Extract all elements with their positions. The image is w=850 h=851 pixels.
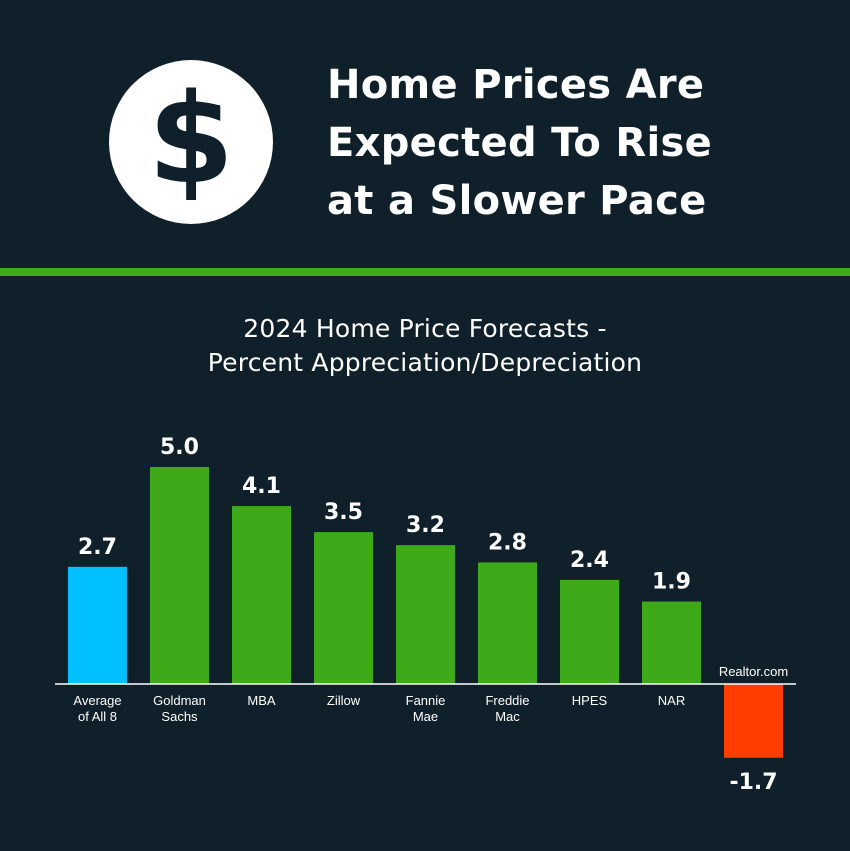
divider bbox=[0, 268, 850, 276]
category-label-5-0: Freddie bbox=[485, 693, 529, 708]
header: $ Home Prices Are Expected To Rise at a … bbox=[0, 0, 850, 268]
category-label-6: HPES bbox=[572, 693, 608, 708]
headline-line-2: Expected To Rise bbox=[327, 120, 713, 166]
value-label-0: 2.7 bbox=[78, 535, 117, 560]
value-label-6: 2.4 bbox=[570, 548, 609, 573]
chart-title-line-1: 2024 Home Price Forecasts - bbox=[243, 314, 607, 343]
category-label-2: MBA bbox=[247, 693, 276, 708]
category-label-8: Realtor.com bbox=[719, 664, 788, 679]
category-label-5-1: Mac bbox=[495, 709, 520, 724]
dollar-icon: $ bbox=[109, 60, 273, 224]
bar-1 bbox=[150, 467, 209, 684]
bar-7 bbox=[642, 601, 701, 684]
category-label-1-1: Sachs bbox=[161, 709, 198, 724]
value-label-2: 4.1 bbox=[242, 474, 281, 499]
value-label-7: 1.9 bbox=[652, 570, 691, 595]
category-label-0-0: Average bbox=[73, 693, 121, 708]
bar-3 bbox=[314, 532, 373, 684]
headline-line-1: Home Prices Are bbox=[327, 62, 705, 108]
bar-2 bbox=[232, 506, 291, 684]
value-label-8: -1.7 bbox=[729, 770, 777, 795]
value-label-4: 3.2 bbox=[406, 513, 445, 538]
bar-4 bbox=[396, 545, 455, 684]
category-label-3: Zillow bbox=[327, 693, 361, 708]
chart-title-line-2: Percent Appreciation/Depreciation bbox=[207, 348, 643, 377]
bar-0 bbox=[68, 566, 127, 684]
bar-8 bbox=[724, 684, 783, 758]
headline: Home Prices Are Expected To Rise at a Sl… bbox=[327, 56, 827, 230]
category-label-1-0: Goldman bbox=[153, 693, 206, 708]
category-label-0-1: of All 8 bbox=[78, 709, 117, 724]
bar-5 bbox=[478, 562, 537, 684]
value-label-5: 2.8 bbox=[488, 530, 527, 555]
bar-6 bbox=[560, 579, 619, 684]
value-label-3: 3.5 bbox=[324, 500, 363, 525]
category-label-7: NAR bbox=[658, 693, 685, 708]
headline-line-3: at a Slower Pace bbox=[327, 178, 707, 224]
chart-title: 2024 Home Price Forecasts - Percent Appr… bbox=[0, 312, 850, 380]
category-label-4-0: Fannie bbox=[406, 693, 446, 708]
value-label-1: 5.0 bbox=[160, 435, 199, 460]
category-label-4-1: Mae bbox=[413, 709, 438, 724]
